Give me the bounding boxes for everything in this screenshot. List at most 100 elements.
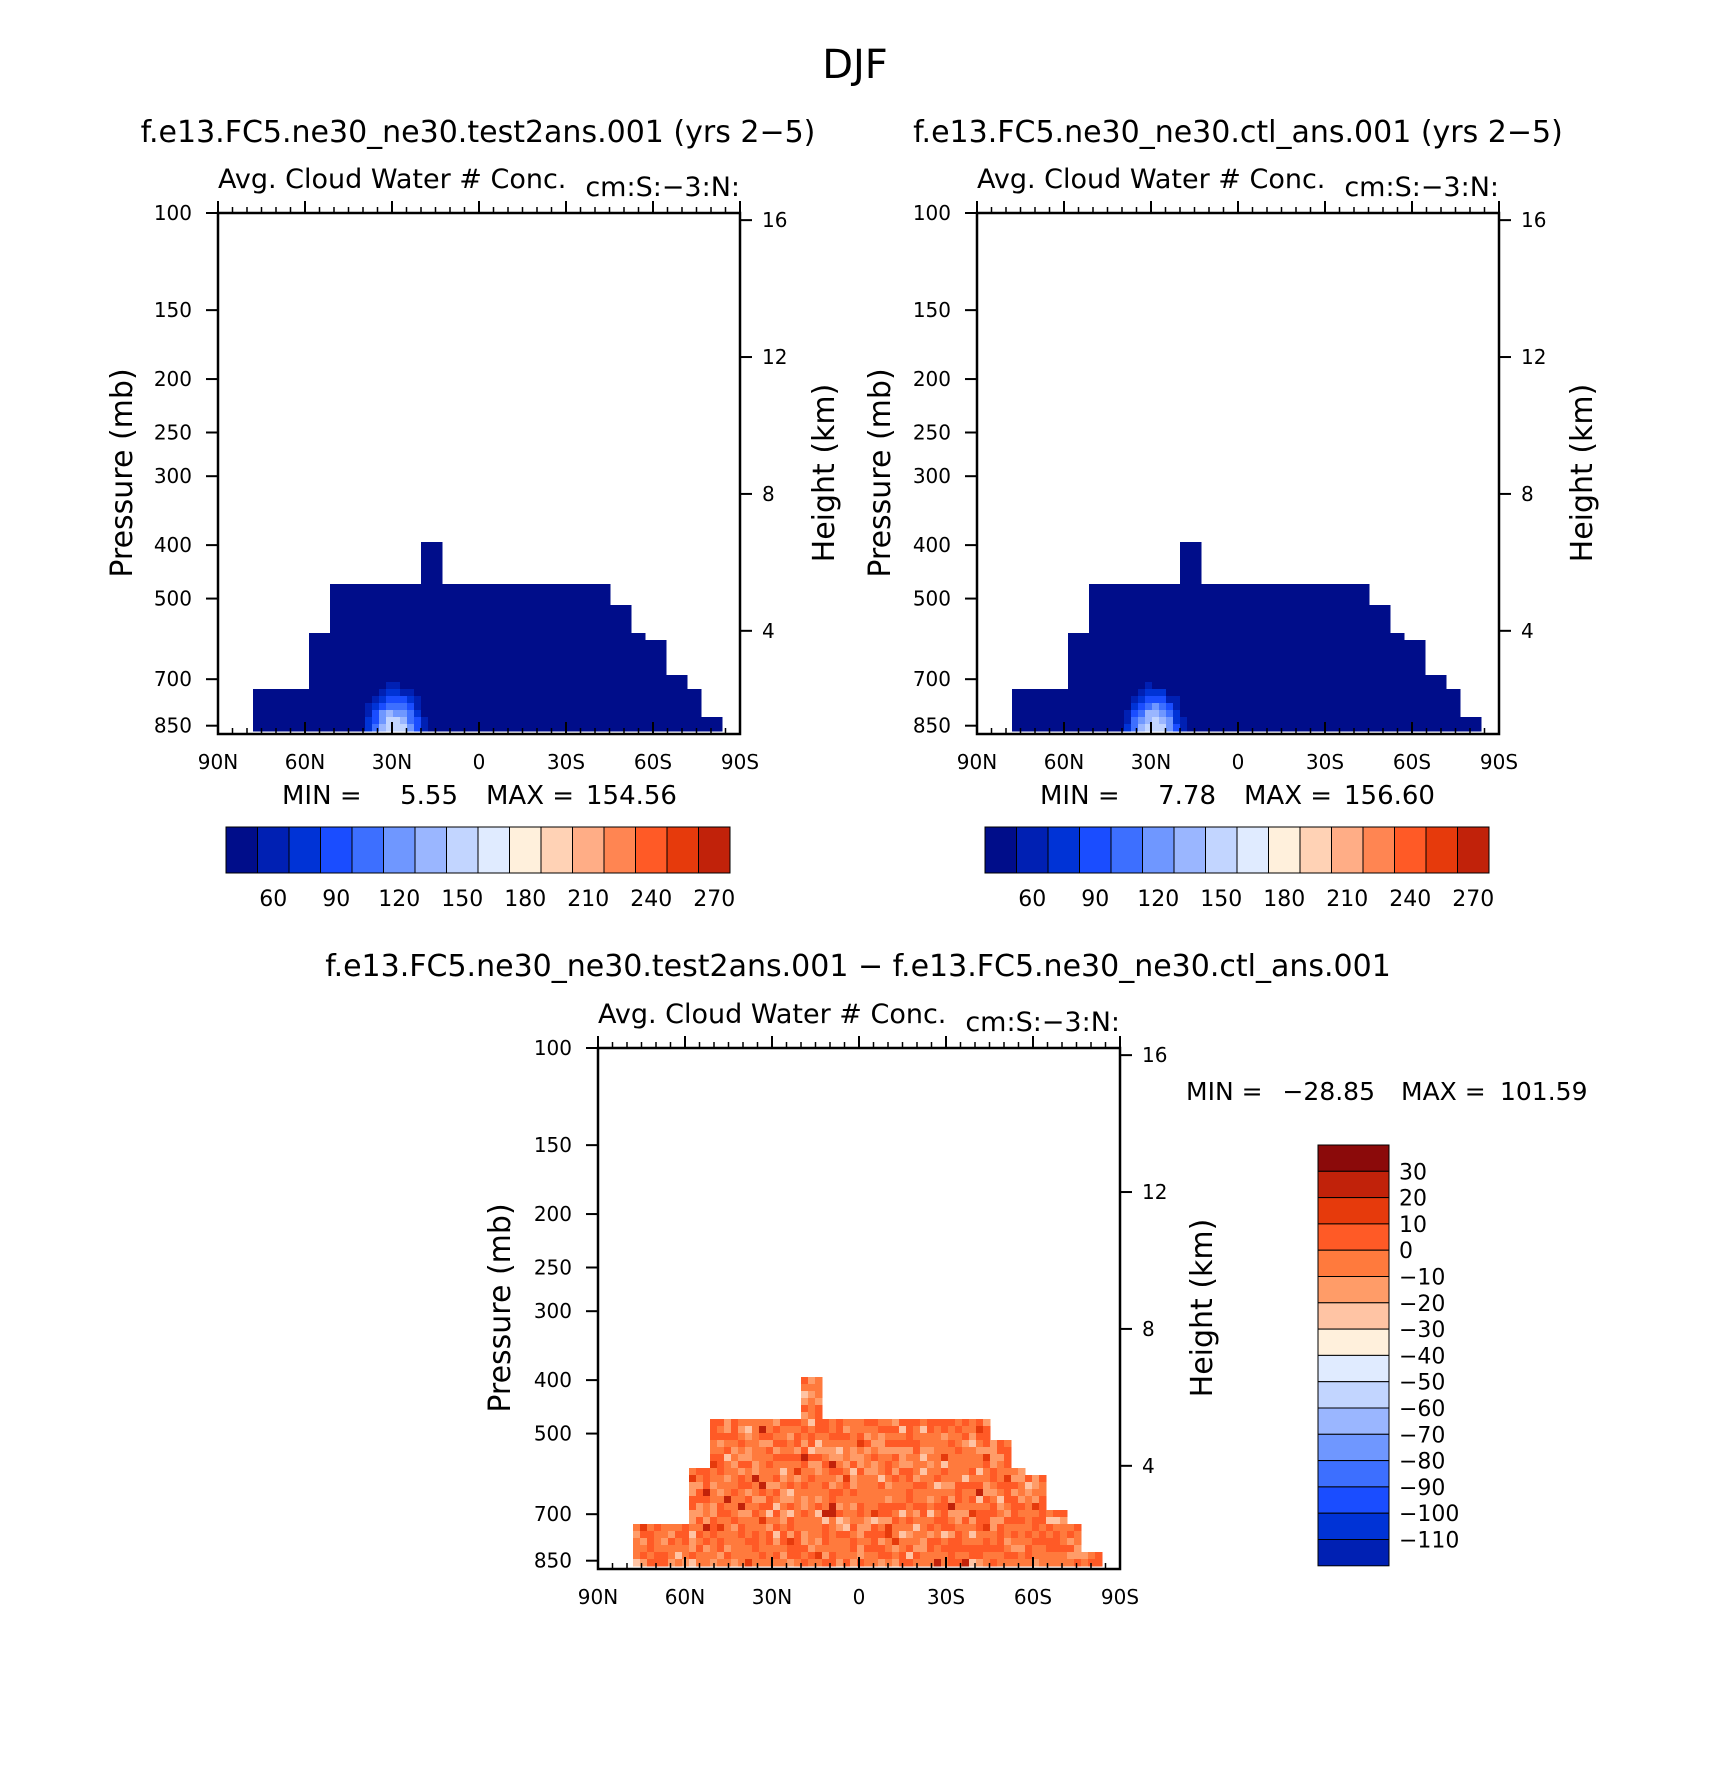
field-cell: [484, 710, 492, 718]
field-cell: [1425, 696, 1433, 704]
field-cell: [407, 584, 415, 592]
field-cell: [442, 724, 450, 732]
field-cell: [1124, 584, 1132, 592]
field-cell: [934, 1475, 942, 1483]
field-cell: [1439, 682, 1447, 690]
field-cell: [1103, 598, 1111, 606]
field-cell: [1033, 717, 1041, 725]
field-cell: [393, 633, 401, 641]
field-cell: [1026, 696, 1034, 704]
field-cell: [696, 1482, 704, 1490]
field-cell: [969, 1531, 977, 1539]
field-cell: [801, 1384, 809, 1392]
field-cell: [477, 682, 485, 690]
field-cell: [941, 1433, 949, 1441]
field-cell: [647, 1559, 655, 1567]
field-cell: [603, 724, 611, 732]
field-cell: [1348, 696, 1356, 704]
field-cell: [393, 598, 401, 606]
field-cell: [1250, 640, 1258, 648]
field-cell: [519, 626, 527, 634]
field-cell: [948, 1524, 956, 1532]
field-cell: [400, 605, 408, 613]
field-cell: [421, 591, 429, 599]
field-cell: [1019, 724, 1027, 732]
field-cell: [435, 542, 443, 550]
field-cell: [1376, 689, 1384, 697]
field-cell: [864, 1468, 872, 1476]
field-cell: [1089, 668, 1097, 676]
panel-test-ylabel-right: Height (km): [807, 384, 842, 563]
field-cell: [575, 619, 583, 627]
field-cell: [696, 1545, 704, 1553]
colorbar-label: 60: [259, 887, 287, 912]
field-cell: [731, 1489, 739, 1497]
field-cell: [512, 647, 520, 655]
field-cell: [878, 1433, 886, 1441]
field-cell: [561, 710, 569, 718]
field-cell: [1039, 1545, 1047, 1553]
field-cell: [519, 640, 527, 648]
field-cell: [358, 598, 366, 606]
field-cell: [561, 668, 569, 676]
field-cell: [892, 1447, 900, 1455]
field-cell: [1446, 696, 1454, 704]
field-cell: [1194, 556, 1202, 564]
field-cell: [717, 1482, 725, 1490]
field-cell: [759, 1538, 767, 1546]
field-cell: [708, 724, 716, 732]
field-cell: [1068, 675, 1076, 683]
field-cell: [1264, 710, 1272, 718]
field-cell: [1166, 675, 1174, 683]
field-cell: [934, 1503, 942, 1511]
field-cell: [1166, 717, 1174, 725]
field-cell: [337, 591, 345, 599]
field-cell: [738, 1545, 746, 1553]
field-cell: [1320, 675, 1328, 683]
field-cell: [358, 633, 366, 641]
field-cell: [836, 1538, 844, 1546]
field-cell: [1152, 710, 1160, 718]
field-cell: [871, 1496, 879, 1504]
field-cell: [1425, 703, 1433, 711]
field-cell: [920, 1531, 928, 1539]
field-cell: [815, 1384, 823, 1392]
field-cell: [1292, 633, 1300, 641]
field-cell: [773, 1545, 781, 1553]
field-cell: [673, 717, 681, 725]
field-cell: [449, 689, 457, 697]
field-cell: [505, 605, 513, 613]
field-cell: [1004, 1545, 1012, 1553]
field-cell: [533, 633, 541, 641]
field-cell: [274, 710, 282, 718]
field-cell: [526, 696, 534, 704]
field-cell: [983, 1461, 991, 1469]
field-cell: [519, 710, 527, 718]
field-cell: [421, 626, 429, 634]
field-cell: [822, 1440, 830, 1448]
field-cell: [582, 703, 590, 711]
field-cell: [582, 591, 590, 599]
field-cell: [1257, 591, 1265, 599]
field-cell: [668, 1559, 676, 1567]
field-cell: [752, 1489, 760, 1497]
field-cell: [547, 591, 555, 599]
y-tick-label: 200: [154, 367, 192, 391]
field-cell: [885, 1559, 893, 1567]
field-cell: [645, 717, 653, 725]
field-cell: [1039, 1531, 1047, 1539]
field-cell: [421, 654, 429, 662]
field-cell: [1390, 682, 1398, 690]
field-cell: [892, 1531, 900, 1539]
field-cell: [633, 1545, 641, 1553]
field-cell: [498, 626, 506, 634]
field-cell: [421, 549, 429, 557]
field-cell: [463, 668, 471, 676]
field-cell: [1138, 598, 1146, 606]
field-cell: [554, 619, 562, 627]
field-cell: [512, 703, 520, 711]
field-cell: [969, 1510, 977, 1518]
field-cell: [1453, 710, 1461, 718]
field-cell: [421, 717, 429, 725]
colorbar-swatch: [1317, 1276, 1390, 1304]
